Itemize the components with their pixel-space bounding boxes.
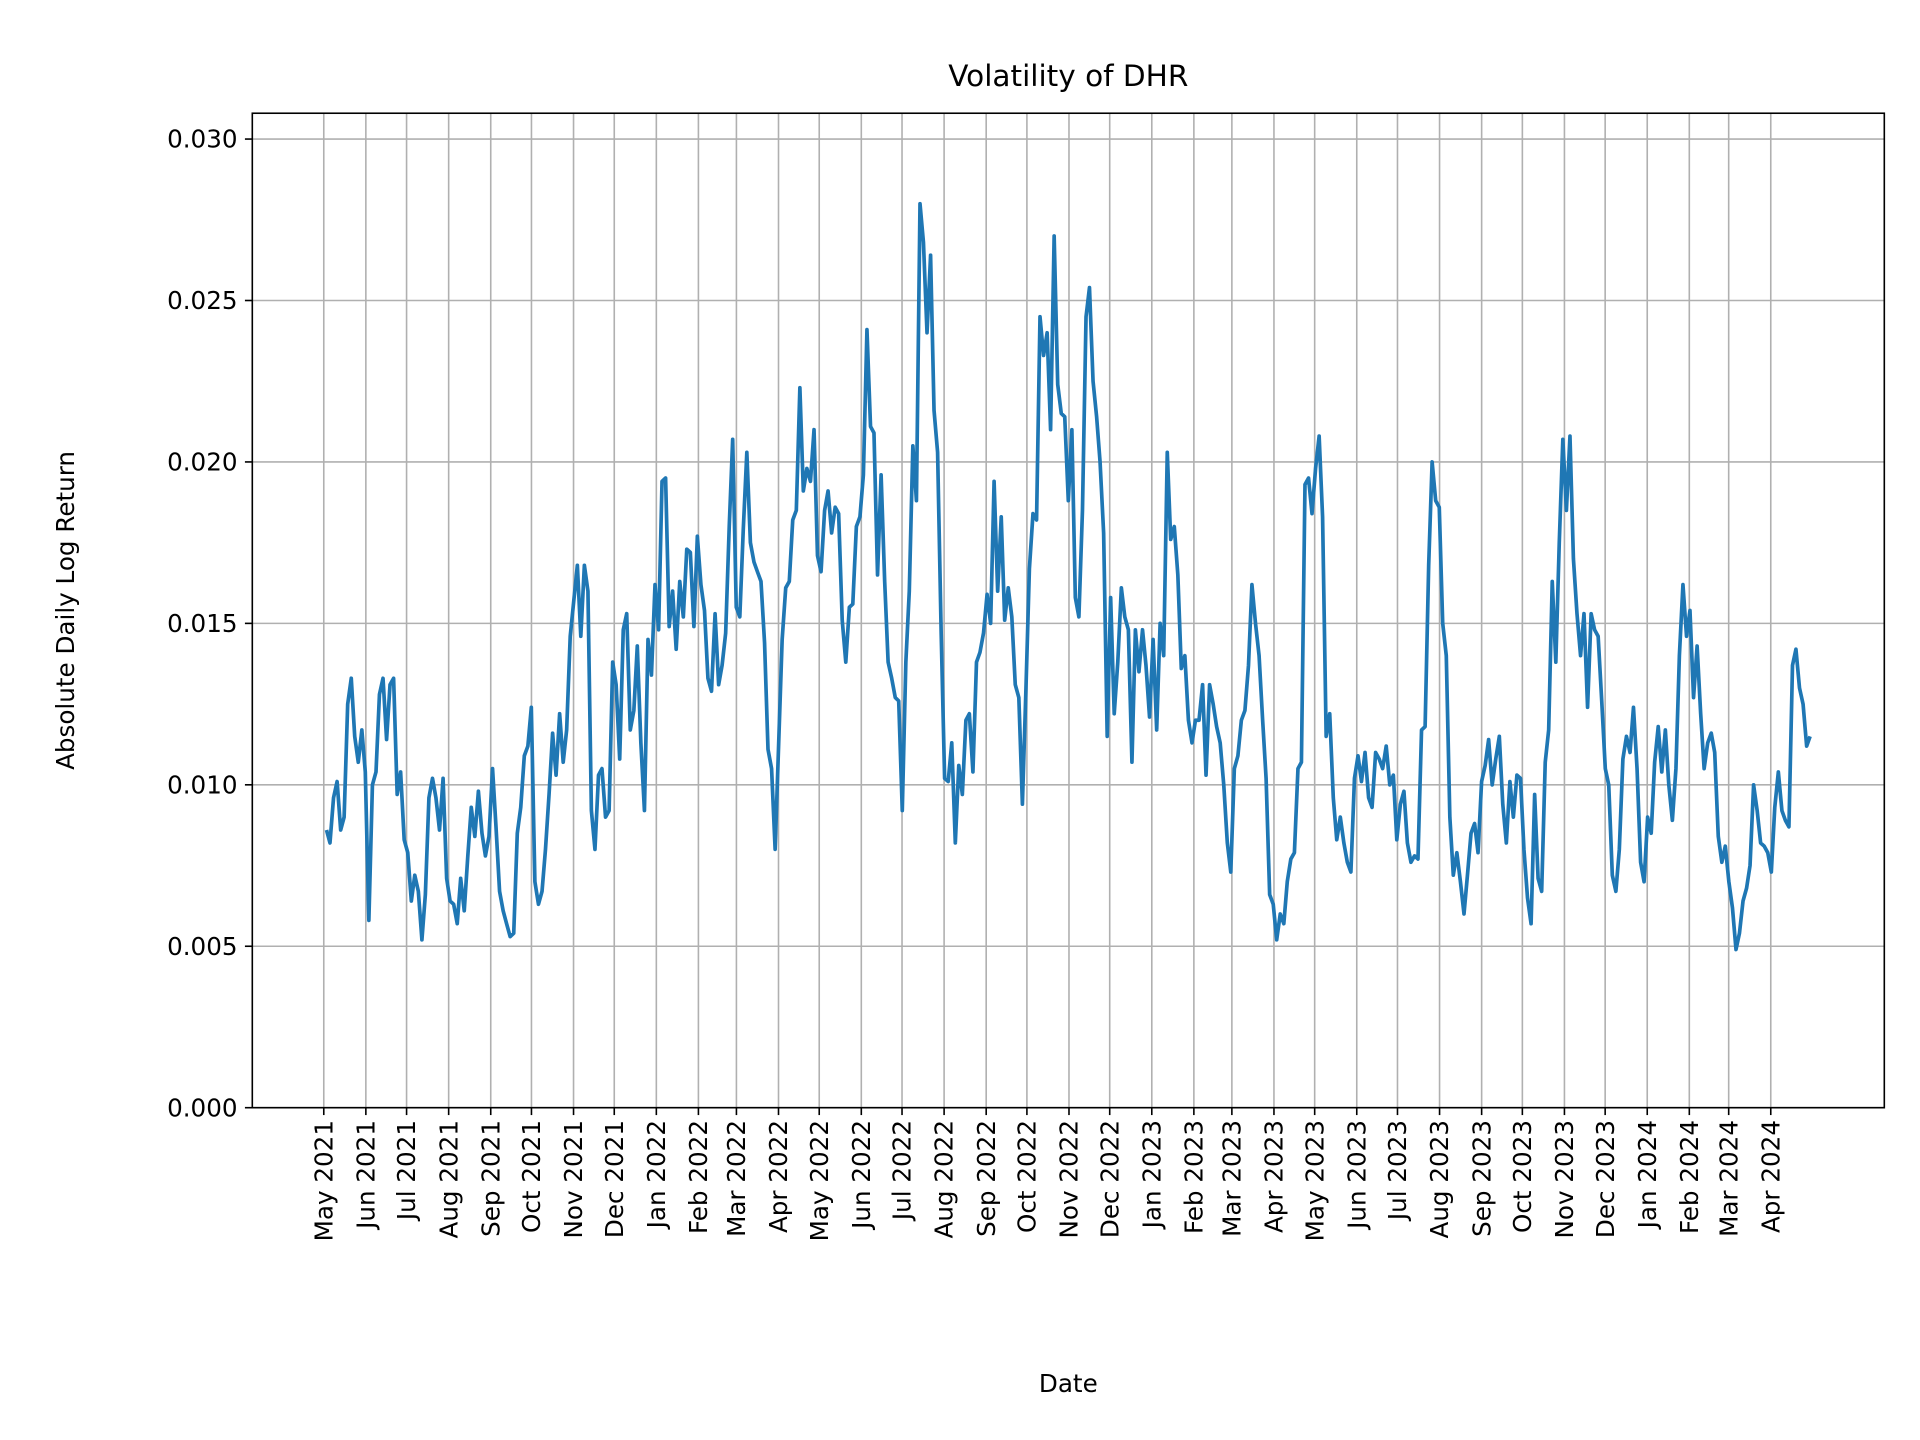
grid	[252, 113, 1885, 1109]
y-axis-label: Absolute Daily Log Return	[51, 451, 80, 770]
y-tick-label: 0.005	[167, 932, 237, 961]
x-tick-label: May 2021	[309, 1120, 338, 1241]
x-tick-label: Jun 2021	[351, 1120, 380, 1231]
x-tick-label: Mar 2022	[722, 1120, 751, 1237]
x-tick-label: Feb 2024	[1675, 1120, 1704, 1234]
x-tick-label: May 2022	[805, 1120, 834, 1241]
y-tick-label: 0.010	[167, 770, 237, 799]
x-tick-label: Feb 2023	[1179, 1120, 1208, 1234]
volatility-line	[324, 201, 1812, 952]
axes-frame	[251, 112, 1886, 1109]
x-tick-label: Nov 2023	[1550, 1120, 1579, 1238]
x-axis: May 2021 Jun 2021 Jul 2021 Aug 2021 Sep 2021…	[309, 1107, 1785, 1241]
x-tick-label: Nov 2021	[559, 1120, 588, 1238]
x-tick-label: Apr 2022	[764, 1120, 793, 1233]
x-tick-label: May 2023	[1300, 1120, 1329, 1241]
x-tick-label: Aug 2022	[930, 1120, 959, 1239]
x-tick-label: Dec 2022	[1095, 1120, 1124, 1238]
y-tick-label: 0.025	[167, 286, 237, 315]
x-tick-label: Dec 2023	[1591, 1120, 1620, 1238]
x-tick-label: Jul 2023	[1383, 1120, 1412, 1222]
x-axis-label: Date	[1039, 1369, 1098, 1398]
x-tick-label: Apr 2024	[1756, 1120, 1785, 1233]
y-tick-label: 0.015	[167, 609, 237, 638]
series	[324, 201, 1812, 952]
x-tick-label: Mar 2023	[1217, 1120, 1246, 1237]
y-tick-label: 0.020	[167, 448, 237, 477]
x-tick-label: Dec 2021	[600, 1120, 629, 1238]
x-tick-label: Jan 2022	[642, 1120, 671, 1230]
x-tick-label: Jul 2021	[392, 1120, 421, 1222]
x-tick-label: Nov 2022	[1055, 1120, 1084, 1238]
y-tick-label: 0.000	[167, 1093, 237, 1122]
x-tick-label: Sep 2023	[1467, 1120, 1496, 1237]
x-tick-label: Oct 2022	[1013, 1120, 1042, 1233]
x-tick-label: Feb 2022	[684, 1120, 713, 1234]
y-tick-label: 0.030	[167, 125, 237, 154]
x-tick-label: Oct 2023	[1508, 1120, 1537, 1233]
x-tick-label: Aug 2023	[1425, 1120, 1454, 1239]
x-tick-label: Aug 2021	[434, 1120, 463, 1239]
x-tick-label: Sep 2021	[476, 1120, 505, 1237]
x-tick-label: Mar 2024	[1714, 1120, 1743, 1237]
x-tick-label: Oct 2021	[517, 1120, 546, 1233]
x-tick-label: Jan 2024	[1633, 1120, 1662, 1230]
x-tick-label: Jul 2022	[888, 1120, 917, 1222]
x-tick-label: Jan 2023	[1137, 1120, 1166, 1230]
chart-title: Volatility of DHR	[948, 59, 1188, 93]
x-tick-label: Jun 2022	[847, 1120, 876, 1231]
x-tick-label: Sep 2022	[972, 1120, 1001, 1237]
x-tick-label: Apr 2023	[1260, 1120, 1289, 1233]
x-tick-label: Jun 2023	[1342, 1120, 1371, 1231]
y-axis: 0.000 0.005 0.010 0.015 0.020 0.025 0.030	[167, 125, 253, 1122]
